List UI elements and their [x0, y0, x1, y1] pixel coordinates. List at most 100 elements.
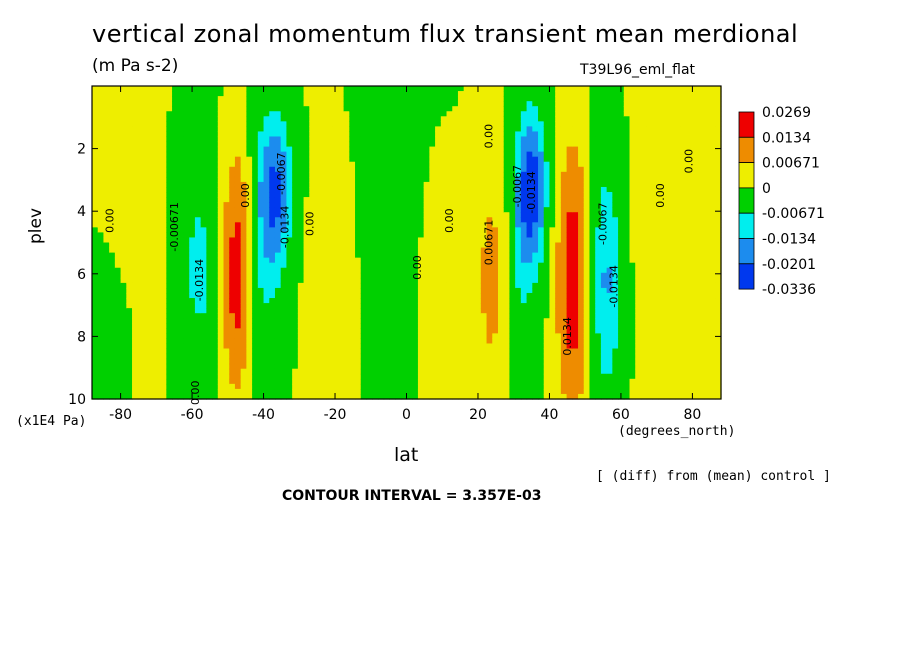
field-cell: [120, 202, 127, 208]
field-cell: [532, 212, 539, 218]
field-cell: [480, 126, 488, 133]
field-cell: [400, 197, 408, 203]
field-cell: [274, 237, 282, 244]
field-cell: [143, 227, 150, 233]
field-cell: [360, 96, 368, 102]
field-cell: [423, 383, 430, 390]
field-cell: [406, 267, 413, 274]
field-cell: [360, 303, 368, 309]
field-cell: [492, 378, 499, 385]
field-cell: [309, 388, 316, 395]
field-cell: [212, 166, 219, 173]
field-cell: [360, 166, 368, 173]
field-cell: [457, 171, 465, 178]
field-cell: [194, 222, 202, 228]
field-cell: [137, 171, 145, 178]
field-cell: [149, 313, 156, 319]
field-cell: [189, 186, 196, 193]
field-cell: [383, 212, 390, 218]
field-cell: [252, 131, 259, 138]
field-cell: [383, 176, 390, 183]
field-cell: [417, 106, 425, 112]
field-cell: [143, 101, 150, 107]
field-cell: [406, 217, 413, 223]
field-cell: [503, 257, 511, 264]
field-cell: [315, 232, 322, 239]
field-cell: [137, 343, 145, 350]
field-cell: [149, 192, 156, 198]
field-cell: [452, 91, 459, 97]
field-cell: [389, 313, 396, 319]
field-cell: [126, 106, 133, 112]
field-cell: [315, 161, 322, 168]
field-cell: [332, 151, 339, 158]
field-cell: [132, 96, 139, 102]
field-cell: [497, 121, 505, 127]
field-cell: [132, 257, 139, 264]
field-cell: [389, 262, 396, 269]
field-cell: [223, 388, 230, 395]
field-cell: [475, 338, 482, 345]
field-cell: [543, 318, 551, 324]
field-cell: [269, 298, 276, 304]
field-cell: [183, 176, 190, 183]
field-cell: [160, 217, 167, 223]
field-cell: [543, 151, 551, 158]
field-cell: [166, 161, 173, 168]
field-cell: [217, 86, 225, 92]
field-cell: [97, 388, 105, 395]
field-cell: [177, 131, 185, 138]
field-cell: [417, 328, 425, 334]
field-cell: [172, 232, 179, 239]
field-cell: [234, 252, 242, 259]
field-cell: [132, 373, 139, 380]
field-cell: [240, 146, 247, 153]
field-cell: [126, 373, 133, 380]
field-cell: [109, 298, 116, 304]
field-cell: [366, 116, 373, 122]
field-cell: [292, 328, 299, 334]
field-cell: [143, 368, 150, 375]
field-cell: [480, 242, 488, 249]
field-cell: [257, 101, 265, 107]
field-cell: [417, 126, 425, 133]
field-cell: [355, 192, 362, 198]
field-cell: [229, 318, 236, 324]
field-cell: [538, 212, 545, 218]
field-cell: [469, 192, 476, 198]
field-cell: [457, 388, 465, 395]
field-cell: [274, 373, 282, 380]
field-cell: [543, 343, 551, 350]
field-cell: [389, 237, 396, 244]
field-cell: [172, 181, 179, 188]
field-cell: [446, 161, 453, 168]
field-cell: [400, 141, 408, 148]
field-cell: [189, 101, 196, 107]
field-cell: [160, 247, 167, 254]
field-cell: [412, 363, 419, 370]
field-cell: [120, 197, 127, 203]
field-cell: [463, 91, 470, 97]
field-cell: [137, 313, 145, 319]
field-cell: [395, 126, 402, 133]
field-cell: [429, 298, 436, 304]
field-cell: [337, 267, 345, 274]
field-cell: [332, 378, 339, 385]
field-cell: [538, 202, 545, 208]
field-cell: [126, 298, 133, 304]
field-cell: [463, 227, 470, 233]
field-cell: [126, 202, 133, 208]
field-cell: [252, 368, 259, 375]
field-cell: [326, 232, 333, 239]
field-cell: [120, 101, 127, 107]
field-cell: [114, 181, 122, 188]
field-cell: [183, 313, 190, 319]
field-cell: [166, 176, 173, 183]
field-cell: [417, 373, 425, 380]
field-cell: [160, 166, 167, 173]
field-cell: [297, 287, 305, 294]
field-cell: [355, 101, 362, 107]
field-cell: [297, 298, 305, 304]
field-cell: [343, 192, 350, 198]
field-cell: [320, 252, 328, 259]
